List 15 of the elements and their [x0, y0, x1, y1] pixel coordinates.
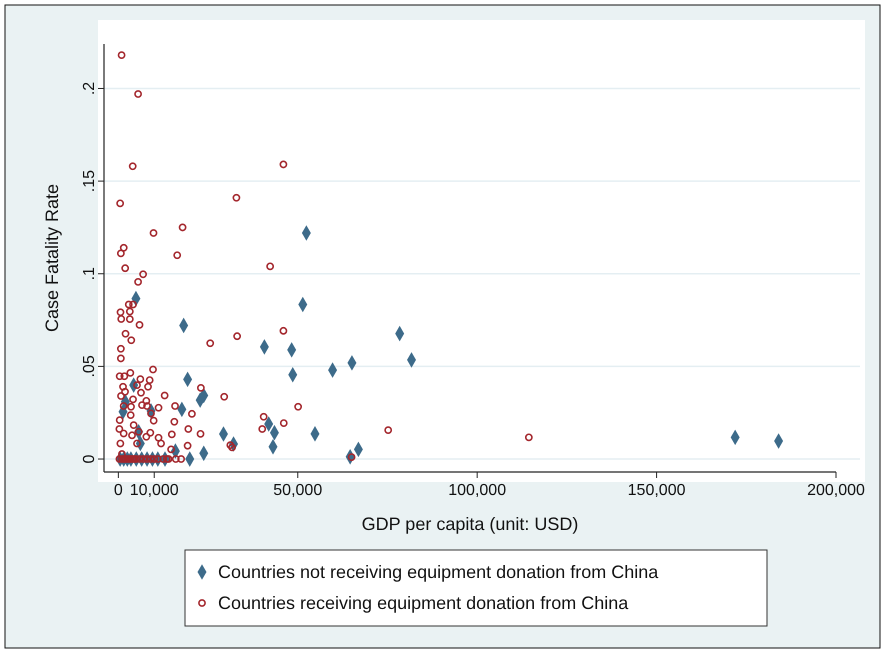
legend-label: Countries receiving equipment donation from China: [218, 593, 630, 613]
x-tick-label: 10,000: [130, 482, 179, 499]
y-tick-label: .1: [81, 266, 98, 280]
x-tick-label: 200,000: [807, 482, 866, 499]
x-axis-title: GDP per capita (unit: USD): [362, 514, 578, 534]
y-tick-label: .2: [81, 82, 98, 96]
x-tick-label: 150,000: [628, 482, 686, 499]
x-tick-label: 50,000: [273, 482, 322, 499]
y-tick-label: .05: [81, 355, 98, 378]
y-tick-label: 0: [81, 454, 98, 464]
y-axis-title: Case Fatality Rate: [42, 184, 62, 332]
y-tick-label: .15: [81, 170, 98, 192]
legend-label: Countries not receiving equipment donation from China: [218, 562, 660, 582]
x-tick-label: 100,000: [448, 482, 506, 499]
x-tick-label: 0: [114, 482, 123, 499]
